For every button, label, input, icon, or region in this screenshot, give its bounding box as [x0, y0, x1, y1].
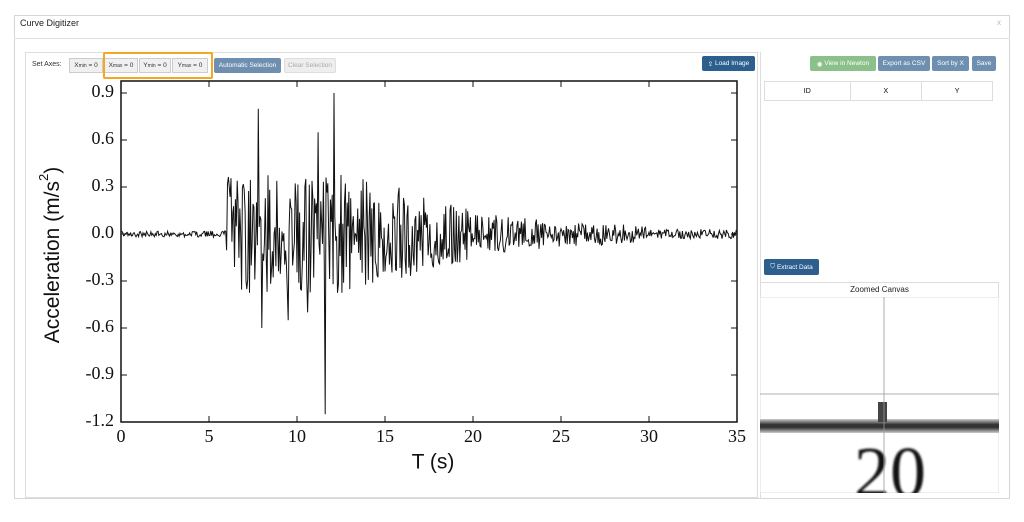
- x-axis-label: T (s): [412, 451, 455, 474]
- y-tick-label: 0.3: [92, 175, 115, 195]
- zoomed-axis-line: [760, 419, 999, 433]
- y-tick-label: 0.9: [92, 81, 115, 101]
- rest: = 0: [191, 62, 203, 69]
- left-panel: [25, 52, 758, 498]
- x-tick-label: 35: [728, 426, 746, 446]
- symbol: X: [74, 62, 79, 69]
- extract-data-button[interactable]: ⛉ Extract Data: [764, 259, 819, 275]
- export-csv-button[interactable]: Export as CSV: [878, 56, 930, 71]
- icon: ⛉: [770, 263, 777, 270]
- dialog: [14, 15, 1010, 499]
- sort-button[interactable]: Sort by X: [932, 56, 969, 71]
- superscript: 2: [36, 174, 51, 181]
- right-panel: [760, 52, 1000, 498]
- symbol: Y: [177, 62, 182, 69]
- column-header: Y: [921, 82, 992, 100]
- label-close: ): [41, 167, 64, 174]
- set-axes-label: Set Axes:: [32, 61, 62, 68]
- y-tick-label: -0.6: [86, 316, 115, 336]
- subscript: min: [78, 62, 87, 69]
- y-tick-label: 0.6: [92, 128, 115, 148]
- icon: ⇪: [707, 60, 715, 68]
- subscript: min: [147, 62, 156, 69]
- symbol: X: [108, 62, 113, 69]
- column-header: X: [849, 82, 922, 100]
- plot-frame: [120, 80, 738, 423]
- rest: = 0: [86, 62, 98, 69]
- dialog-title: Curve Digitizer: [20, 18, 80, 28]
- highlight-box: [103, 52, 213, 79]
- separator: [14, 38, 1010, 39]
- image-bg: [27, 79, 757, 497]
- waveform: [120, 92, 738, 415]
- rest: = 0: [155, 62, 167, 69]
- rest: = 0: [122, 62, 134, 69]
- close-button[interactable]: x: [997, 18, 1001, 27]
- x-tick-label: 30: [640, 426, 658, 446]
- zoomed-canvas: 20: [760, 297, 999, 493]
- y-axis-label: Acceleration (m/s2): [36, 167, 63, 343]
- zoomed-tick: [878, 402, 887, 422]
- zoomed-canvas-title: Zoomed Canvas: [760, 282, 999, 297]
- label-text: Acceleration (m/s: [41, 181, 64, 343]
- x-tick-label: 10: [288, 426, 306, 446]
- table-header: ID X Y: [764, 81, 993, 101]
- y-tick-label: -0.9: [86, 363, 115, 383]
- load-image-button[interactable]: ⇪ Load Image: [702, 56, 755, 71]
- column-header: ID: [803, 87, 811, 95]
- canvas-bg: [760, 297, 999, 493]
- label: Load Image: [714, 60, 750, 67]
- save-button[interactable]: Save: [972, 56, 996, 71]
- x-tick-label: 5: [205, 426, 214, 446]
- subscript: max: [112, 62, 123, 69]
- zoomed-label: 20: [854, 433, 926, 493]
- icon: ◉: [816, 60, 825, 68]
- label: View in Newton: [824, 60, 870, 67]
- y-tick-label: -0.3: [86, 269, 115, 289]
- loaded-image: 0.9 0.6 0.3 0.0 -0.3 -0.6 -0.9 -1.20 5 10 15 20 25 30…: [27, 79, 757, 497]
- view-in-newton-button[interactable]: ◉ View in Newton: [810, 56, 876, 71]
- label: Extract Data: [776, 263, 813, 271]
- x-tick-label: 25: [552, 426, 570, 446]
- clear-selection-button[interactable]: Clear Selection: [284, 58, 336, 73]
- y-tick-label: -1.2: [86, 410, 115, 430]
- x-tick-label: 20: [464, 426, 482, 446]
- symbol: Y: [143, 62, 148, 69]
- automatic-selection-button[interactable]: Automatic Selection: [214, 58, 281, 73]
- x-tick-label: 15: [376, 426, 394, 446]
- y-tick-label: 0.0: [92, 222, 115, 242]
- x-tick-label: 0: [117, 426, 126, 446]
- subscript: max: [181, 62, 192, 69]
